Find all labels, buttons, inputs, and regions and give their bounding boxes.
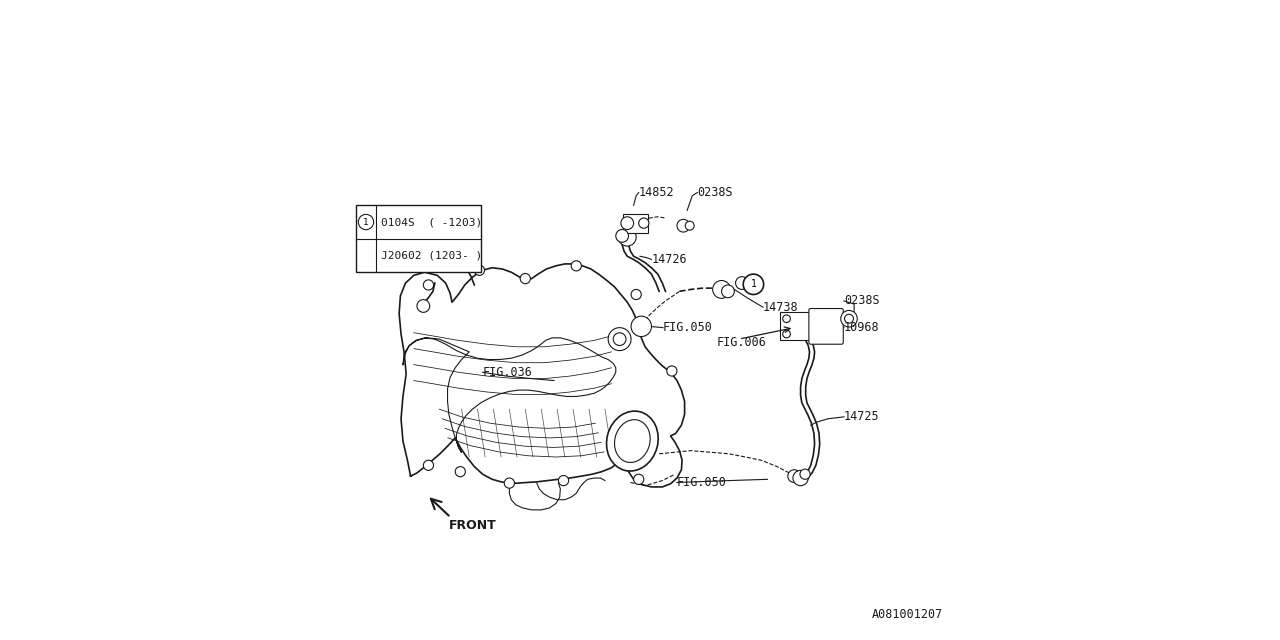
Circle shape (608, 328, 631, 351)
Text: 14852: 14852 (639, 186, 675, 199)
Text: 0238S: 0238S (698, 186, 733, 199)
Circle shape (520, 273, 530, 284)
Circle shape (800, 329, 810, 339)
Circle shape (631, 289, 641, 300)
Text: FIG.006: FIG.006 (717, 336, 767, 349)
Circle shape (456, 467, 466, 477)
Circle shape (800, 469, 810, 479)
Circle shape (744, 274, 764, 294)
Circle shape (613, 333, 626, 346)
Circle shape (841, 310, 858, 327)
Circle shape (787, 470, 800, 483)
Ellipse shape (607, 411, 658, 471)
Circle shape (358, 214, 374, 230)
Circle shape (667, 366, 677, 376)
Circle shape (722, 285, 735, 298)
Circle shape (616, 230, 628, 243)
Bar (356, 205, 481, 272)
Circle shape (424, 460, 434, 470)
Circle shape (558, 476, 568, 486)
Circle shape (736, 276, 749, 289)
Circle shape (634, 474, 644, 484)
Circle shape (571, 260, 581, 271)
Circle shape (792, 470, 808, 486)
Text: FIG.050: FIG.050 (677, 476, 727, 489)
Text: 1: 1 (750, 279, 756, 289)
Text: 0104S  ( -1203): 0104S ( -1203) (380, 217, 481, 227)
Circle shape (783, 330, 790, 338)
Text: FIG.050: FIG.050 (663, 321, 713, 334)
Circle shape (618, 228, 636, 246)
Circle shape (792, 324, 808, 339)
Circle shape (621, 217, 634, 230)
Text: 0238S: 0238S (844, 294, 879, 307)
Circle shape (677, 220, 690, 232)
Circle shape (845, 314, 854, 323)
Circle shape (417, 300, 430, 312)
Text: 1: 1 (364, 218, 369, 227)
Circle shape (685, 221, 694, 230)
Circle shape (795, 473, 805, 483)
Ellipse shape (614, 420, 650, 463)
Circle shape (631, 316, 652, 337)
Circle shape (713, 280, 731, 298)
Text: A081001207: A081001207 (872, 608, 943, 621)
Circle shape (639, 218, 649, 228)
FancyBboxPatch shape (809, 308, 844, 344)
Circle shape (504, 478, 515, 488)
Text: 10968: 10968 (844, 321, 879, 334)
Circle shape (424, 280, 434, 290)
Text: FRONT: FRONT (449, 520, 497, 532)
Text: J20602 (1203- ): J20602 (1203- ) (380, 250, 481, 260)
Text: FIG.036: FIG.036 (483, 365, 532, 379)
Circle shape (463, 234, 476, 246)
Text: 14738: 14738 (763, 301, 799, 314)
Text: 14725: 14725 (844, 410, 879, 423)
Circle shape (475, 265, 485, 275)
Bar (623, 214, 648, 233)
Polygon shape (399, 264, 685, 487)
Text: 14726: 14726 (652, 253, 687, 266)
Bar (781, 312, 810, 340)
Circle shape (783, 315, 790, 323)
